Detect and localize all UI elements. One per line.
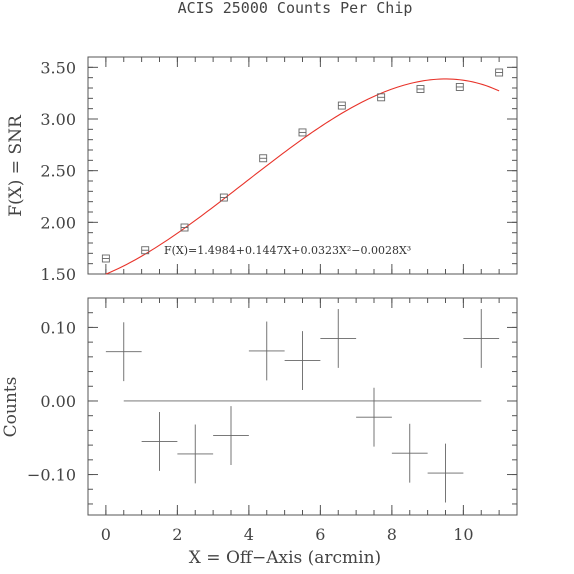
residual-point (284, 331, 321, 390)
residual-error-crosses (105, 309, 500, 503)
residual-y-tick-label: 0.00 (40, 392, 76, 411)
x-tick-label: 10 (453, 525, 473, 544)
residual-panel-frame (87, 297, 518, 516)
snr-y-axis-label: F(X) = SNR (6, 114, 26, 217)
x-tick-label: 4 (244, 525, 254, 544)
x-tick-label: 0 (101, 525, 111, 544)
fit-equation-annotation: F(X)=1.4984+0.1447X+0.0323X²−0.0028X³ (164, 244, 411, 257)
residual-point (427, 443, 464, 503)
snr-point (180, 223, 189, 232)
snr-point (337, 101, 346, 110)
x-tick-label: 2 (172, 525, 182, 544)
snr-point (455, 83, 464, 91)
residual-point (213, 406, 249, 465)
snr-panel: 1.50 2.00 2.50 3.00 3.50 F(X)=1.4984+0.1447X… (6, 56, 518, 284)
x-tick-label: 8 (387, 525, 397, 544)
snr-point (259, 154, 268, 163)
snr-point (416, 85, 425, 93)
x-axis-label: X = Off−Axis (arcmin) (189, 548, 381, 568)
snr-panel-frame (87, 56, 518, 275)
residual-axis-ticks (87, 297, 518, 515)
residual-y-tick-label: 0.10 (40, 318, 76, 337)
snr-y-tick-label: 3.50 (40, 58, 76, 77)
residual-y-tick-labels: −0.10 0.00 0.10 (27, 318, 76, 484)
snr-y-tick-label: 2.00 (40, 213, 76, 232)
residual-point (356, 387, 392, 447)
x-tick-labels: 0 2 4 6 8 10 (101, 525, 474, 544)
residual-point (391, 423, 428, 483)
snr-y-tick-label: 3.00 (40, 110, 76, 129)
residual-point (248, 321, 285, 381)
chart-title: ACIS 25000 Counts Per Chip (178, 0, 413, 17)
snr-point (495, 68, 504, 77)
residual-point (320, 309, 357, 368)
residual-point (105, 322, 142, 382)
snr-y-tick-label: 2.50 (40, 162, 76, 181)
snr-point (219, 193, 228, 202)
snr-y-tick-labels: 1.50 2.00 2.50 3.00 3.50 (40, 58, 76, 284)
x-tick-label: 6 (315, 525, 325, 544)
residual-point (177, 424, 214, 484)
snr-point (377, 93, 386, 102)
snr-point (101, 254, 110, 263)
residual-panel: −0.10 0.00 0.10 0 2 4 6 8 10 Counts X = Off−Axi… (1, 297, 518, 568)
residual-y-axis-label: Counts (1, 377, 21, 438)
snr-y-tick-label: 1.50 (40, 265, 76, 284)
residual-point (463, 309, 500, 368)
snr-fit-curve (105, 78, 500, 275)
residual-y-tick-label: −0.10 (27, 466, 76, 485)
snr-point (141, 246, 150, 255)
residual-point (141, 412, 178, 471)
snr-data-points (101, 68, 504, 263)
snr-axis-ticks (87, 56, 518, 275)
snr-point (298, 128, 307, 137)
